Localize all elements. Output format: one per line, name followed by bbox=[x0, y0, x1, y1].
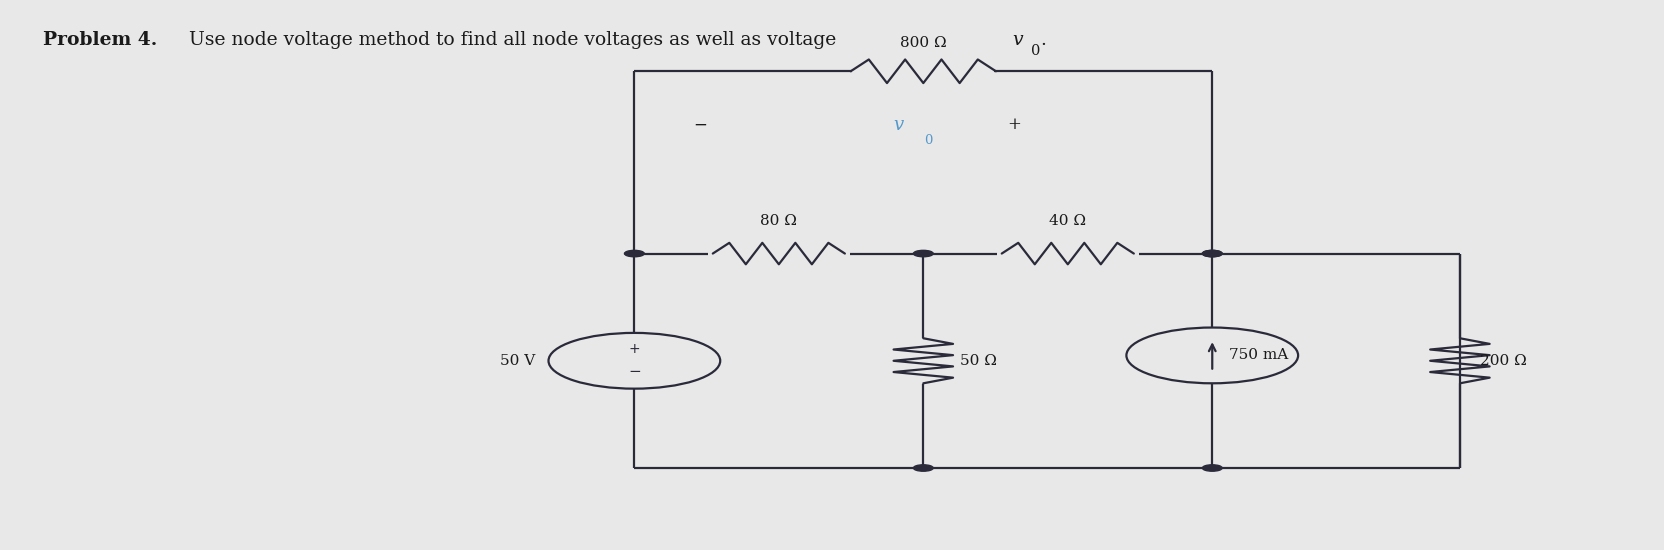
Text: .: . bbox=[1040, 31, 1045, 49]
Text: 80 Ω: 80 Ω bbox=[760, 214, 797, 228]
Text: Problem 4.: Problem 4. bbox=[43, 31, 158, 49]
Text: −: − bbox=[694, 117, 707, 134]
Text: 40 Ω: 40 Ω bbox=[1048, 214, 1085, 228]
Text: 50 V: 50 V bbox=[499, 354, 536, 368]
Text: +: + bbox=[1007, 117, 1020, 134]
Circle shape bbox=[914, 465, 932, 471]
Text: −: − bbox=[627, 364, 641, 379]
Circle shape bbox=[1201, 465, 1221, 471]
Text: 0: 0 bbox=[924, 134, 932, 147]
Text: v: v bbox=[1012, 31, 1022, 49]
Text: 0: 0 bbox=[1030, 45, 1040, 58]
Text: v: v bbox=[894, 116, 904, 134]
Circle shape bbox=[1201, 250, 1221, 257]
Text: +: + bbox=[629, 342, 639, 356]
Circle shape bbox=[624, 250, 644, 257]
Circle shape bbox=[1201, 250, 1221, 257]
Text: 50 Ω: 50 Ω bbox=[958, 354, 997, 368]
Text: 200 Ω: 200 Ω bbox=[1479, 354, 1526, 368]
Circle shape bbox=[914, 250, 932, 257]
Text: 800 Ω: 800 Ω bbox=[900, 36, 947, 50]
Text: Use node voltage method to find all node voltages as well as voltage: Use node voltage method to find all node… bbox=[176, 31, 842, 49]
Text: 750 mA: 750 mA bbox=[1228, 348, 1288, 362]
